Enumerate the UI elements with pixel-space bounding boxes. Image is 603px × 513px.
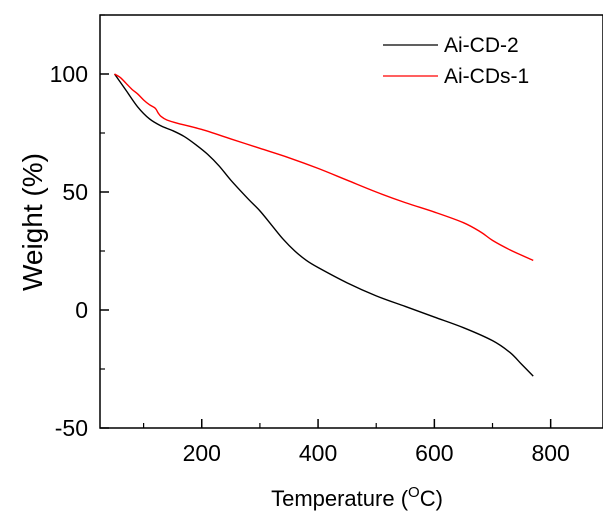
series-line-ai-cd-2 <box>113 73 534 377</box>
series-lines <box>113 73 534 377</box>
x-tick-label-200: 200 <box>183 440 221 466</box>
legend-label-ai-cd-2: Ai-CD-2 <box>444 34 519 57</box>
x-axis-title-superscript: O <box>408 484 420 501</box>
x-tick-label-600: 600 <box>415 440 453 466</box>
legend: Ai-CD-2 Ai-CDs-1 <box>383 34 529 88</box>
x-tick-label-400: 400 <box>299 440 337 466</box>
y-axis-title-text: Weight (%) <box>17 153 48 291</box>
y-axis-title: Weight (%) <box>17 153 48 291</box>
y-tick-label-0: 0 <box>75 297 88 323</box>
y-tick-label-100: 100 <box>50 61 88 87</box>
axis-ticks: 200 400 600 800 -50 0 50 100 <box>50 14 570 466</box>
legend-label-ai-cds-1: Ai-CDs-1 <box>444 65 529 88</box>
x-tick-label-800: 800 <box>531 440 569 466</box>
y-tick-label-50: 50 <box>62 179 88 205</box>
x-axis-title-suffix: C) <box>420 486 443 511</box>
x-axis-title: Temperature (OC) <box>271 484 443 511</box>
y-tick-label--50: -50 <box>55 415 88 441</box>
plot-frame <box>99 14 603 429</box>
series-line-ai-cds-1 <box>114 73 534 262</box>
x-axis-title-main: Temperature ( <box>271 486 409 511</box>
